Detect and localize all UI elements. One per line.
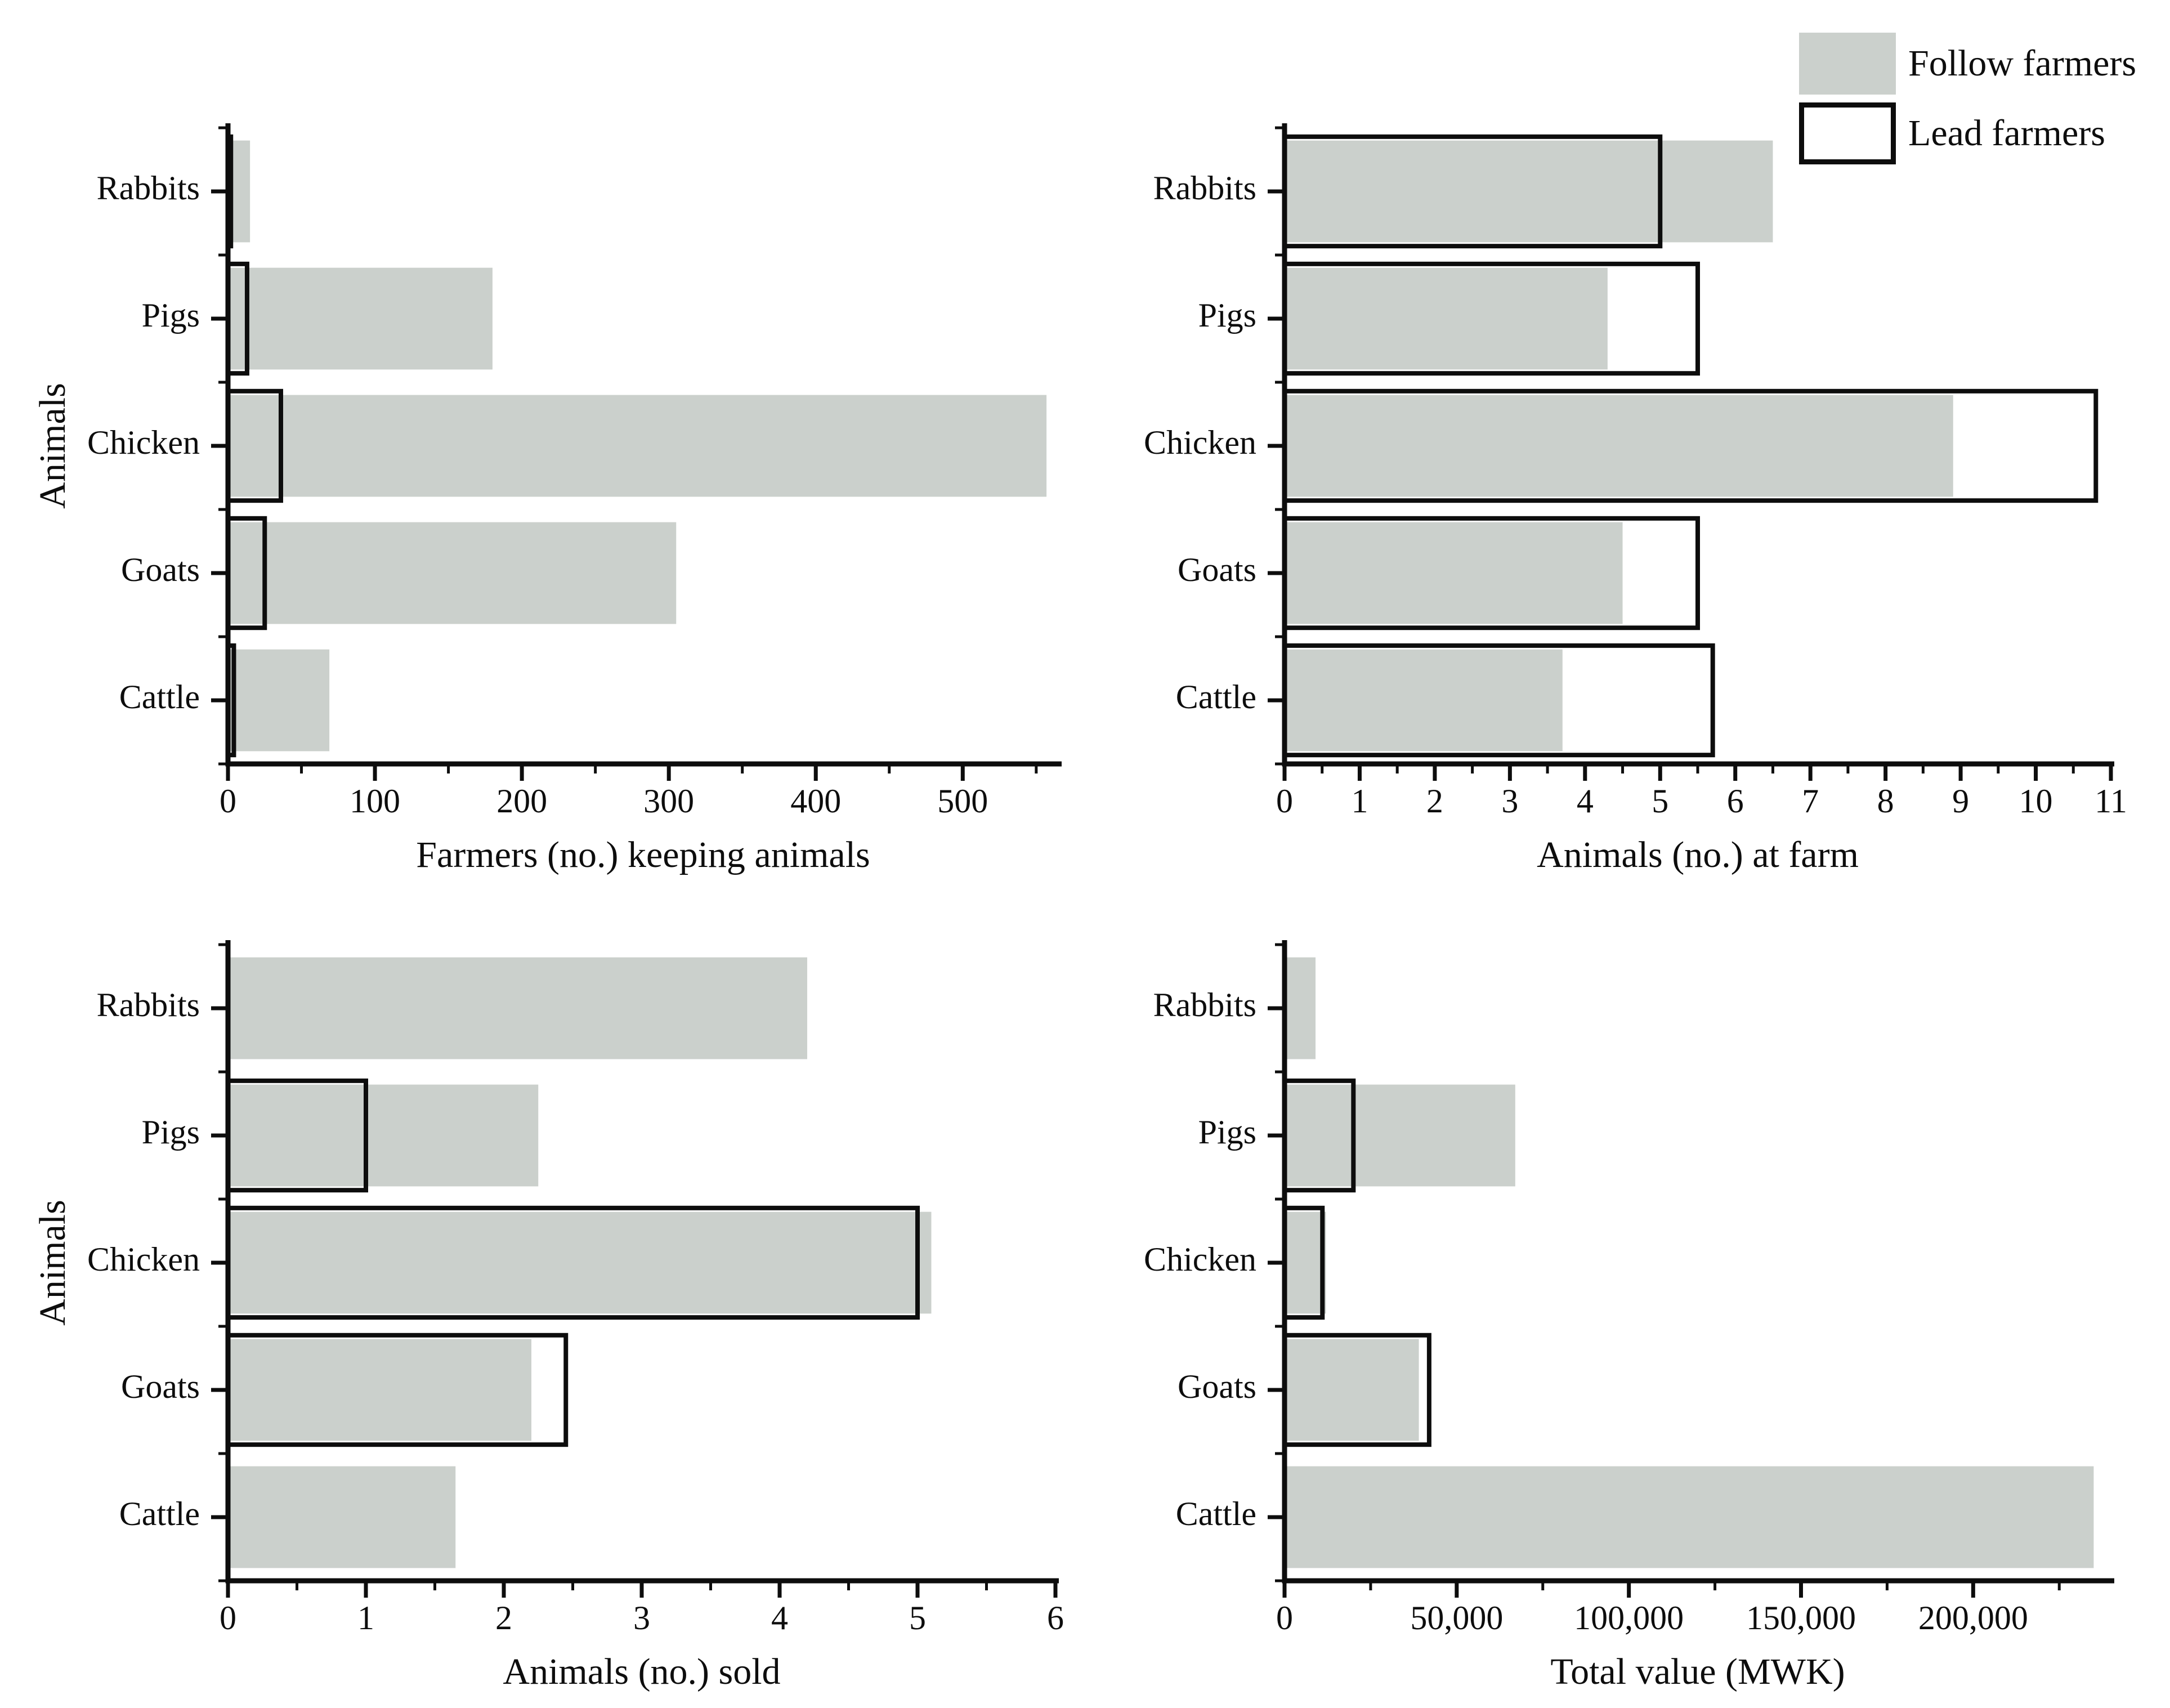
- category-label-rabbits: Rabbits: [97, 986, 200, 1023]
- category-label-chicken: Chicken: [1144, 1241, 1256, 1278]
- panel-top-left: 0 100 200 300 400 500 Rabbits Pigs Chicken Goats C…: [32, 123, 1062, 875]
- category-label-chicken: Chicken: [1144, 424, 1256, 461]
- category-label-rabbits: Rabbits: [97, 169, 200, 207]
- bar-follow-pigs: [228, 1084, 539, 1187]
- bar-follow-cattle: [228, 1466, 456, 1568]
- category-label-goats: Goats: [1178, 1368, 1256, 1405]
- legend-label-lead-farmers: Lead farmers: [1908, 113, 2105, 154]
- x-axis-title: Farmers (no.) keeping animals: [416, 834, 870, 875]
- x-tick-label: 2: [1426, 783, 1443, 820]
- lead-farmers-swatch-icon: [1799, 102, 1896, 164]
- x-axis-title: Animals (no.) sold: [503, 1651, 780, 1692]
- bar-follow-chicken: [1285, 1211, 1326, 1314]
- bar-follow-pigs: [228, 267, 493, 370]
- category-label-cattle: Cattle: [1176, 678, 1256, 716]
- bar-follow-chicken: [228, 395, 1047, 497]
- x-tick-label: 5: [909, 1599, 926, 1637]
- bar-follow-cattle: [1285, 1466, 2094, 1568]
- category-label-chicken: Chicken: [87, 1241, 200, 1278]
- x-axis-title: Total value (MWK): [1550, 1651, 1845, 1692]
- category-label-goats: Goats: [121, 1368, 200, 1405]
- x-tick-label: 4: [1577, 783, 1594, 820]
- bar-follow-cattle: [228, 649, 330, 752]
- x-tick-label: 4: [771, 1599, 788, 1637]
- bar-follow-rabbits: [228, 957, 807, 1059]
- x-tick-label: 200,000: [1918, 1599, 2028, 1637]
- category-label-rabbits: Rabbits: [1153, 169, 1256, 207]
- category-label-rabbits: Rabbits: [1153, 986, 1256, 1023]
- x-tick-label: 1: [357, 1599, 374, 1637]
- category-label-pigs: Pigs: [142, 1114, 200, 1151]
- bar-follow-chicken: [1285, 395, 1953, 497]
- x-tick-label: 6: [1727, 783, 1744, 820]
- panel-bottom-right: 0 50,000 100,000 150,000 200,000 Rabbits Pigs C…: [1144, 940, 2114, 1692]
- category-label-goats: Goats: [121, 551, 200, 588]
- category-label-pigs: Pigs: [1198, 297, 1256, 334]
- bar-follow-goats: [228, 522, 677, 624]
- bar-follow-pigs: [1285, 1084, 1515, 1187]
- y-axis-title: Animals: [32, 383, 73, 509]
- x-tick-label: 5: [1652, 783, 1668, 820]
- category-label-chicken: Chicken: [87, 424, 200, 461]
- x-tick-label: 2: [495, 1599, 512, 1637]
- follow-farmers-swatch-icon: [1799, 33, 1896, 95]
- x-tick-label: 0: [1276, 1599, 1293, 1637]
- x-tick-label: 6: [1047, 1599, 1064, 1637]
- bar-follow-cattle: [1285, 649, 1563, 752]
- x-tick-label: 200: [496, 783, 547, 820]
- x-tick-label: 100: [350, 783, 400, 820]
- category-label-cattle: Cattle: [119, 1495, 200, 1532]
- bar-follow-rabbits: [1285, 140, 1773, 243]
- panel-bottom-left: 0 1 2 3 4 5 6 Rabbits Pigs Chicken Goats Cattle Anim…: [32, 940, 1064, 1692]
- legend: Follow farmers Lead farmers: [1799, 33, 2136, 164]
- x-tick-label: 8: [1877, 783, 1894, 820]
- bar-follow-goats: [1285, 1339, 1419, 1441]
- x-tick-label: 3: [1501, 783, 1518, 820]
- x-tick-label: 400: [790, 783, 841, 820]
- x-tick-label: 7: [1802, 783, 1819, 820]
- category-label-pigs: Pigs: [1198, 1114, 1256, 1151]
- category-label-pigs: Pigs: [142, 297, 200, 334]
- panel-top-right: 0 1 2 3 4 5 6 7 8 9 10 11 Rabbits Pigs Chicken Goats Cat…: [1144, 123, 2127, 875]
- x-tick-label: 3: [633, 1599, 650, 1637]
- x-tick-label: 150,000: [1746, 1599, 1856, 1637]
- x-tick-label: 9: [1952, 783, 1969, 820]
- x-tick-label: 100,000: [1574, 1599, 1684, 1637]
- legend-row-follow-farmers: Follow farmers: [1799, 33, 2136, 95]
- legend-label-follow-farmers: Follow farmers: [1908, 43, 2137, 84]
- category-label-cattle: Cattle: [1176, 1495, 1256, 1532]
- bar-follow-rabbits: [1285, 957, 1316, 1059]
- y-axis-title: Animals: [32, 1200, 73, 1326]
- x-tick-label: 300: [643, 783, 694, 820]
- x-tick-label: 500: [937, 783, 988, 820]
- legend-row-lead-farmers: Lead farmers: [1799, 102, 2136, 164]
- x-tick-label: 0: [220, 1599, 236, 1637]
- bar-follow-pigs: [1285, 267, 1608, 370]
- x-tick-label: 50,000: [1410, 1599, 1503, 1637]
- x-axis-title: Animals (no.) at farm: [1537, 834, 1859, 875]
- bar-follow-goats: [228, 1339, 531, 1441]
- bar-follow-goats: [1285, 522, 1623, 624]
- bar-follow-chicken: [228, 1211, 932, 1314]
- x-tick-label: 0: [220, 783, 236, 820]
- x-tick-label: 1: [1351, 783, 1368, 820]
- category-label-cattle: Cattle: [119, 678, 200, 716]
- category-label-goats: Goats: [1178, 551, 1256, 588]
- x-tick-label: 10: [2019, 783, 2053, 820]
- x-tick-label: 11: [2095, 783, 2127, 820]
- x-tick-label: 0: [1276, 783, 1293, 820]
